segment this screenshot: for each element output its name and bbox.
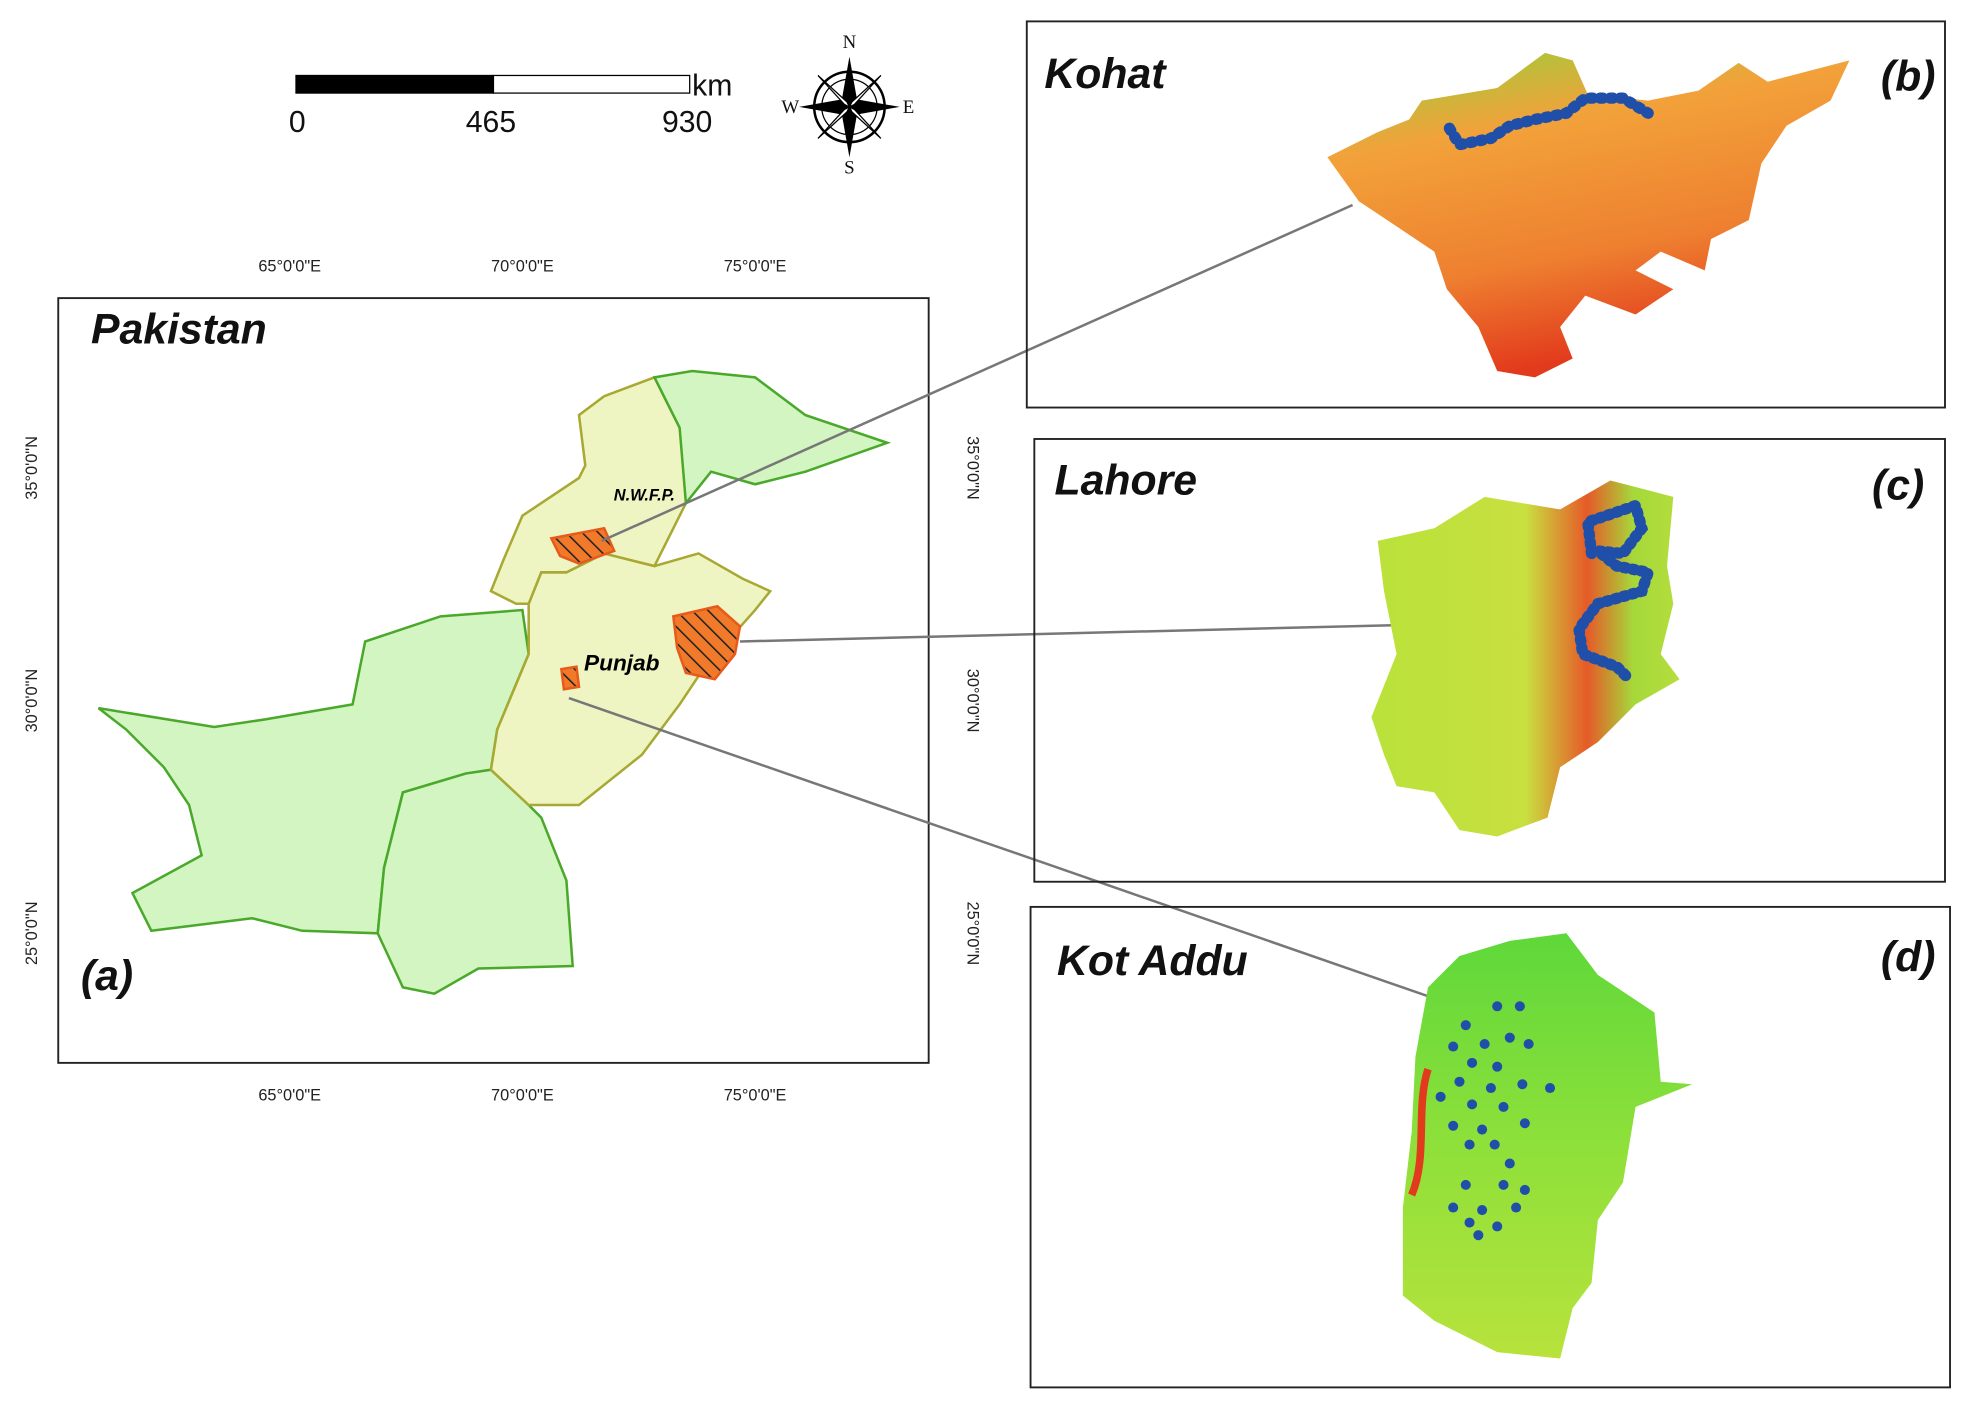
region-label: Punjab	[584, 650, 660, 675]
panel-frame	[1025, 20, 1946, 409]
y-coord-label: 25°0'0"N	[23, 901, 41, 965]
panel-frame	[1033, 438, 1946, 883]
compass-label: W	[781, 97, 799, 118]
panel-b: Kohat (b)	[1025, 20, 1946, 409]
panel-c: Lahore (c)	[1033, 438, 1946, 883]
kohat-area	[549, 526, 616, 565]
compass-label: E	[903, 97, 915, 118]
panel-label: (b)	[1881, 53, 1936, 101]
sample-points	[1435, 1001, 1556, 1241]
scale-segment	[492, 74, 691, 94]
panel-a: N.W.F.P. Punjab Pakistan (a) 65°0'0"E 70…	[23, 258, 982, 1105]
x-coord-label: 70°0'0"E	[491, 1087, 554, 1105]
x-coord-label: 65°0'0"E	[258, 258, 321, 276]
y-coord-label: 25°0'0"N	[964, 901, 982, 965]
x-coord-label: 70°0'0"E	[491, 258, 554, 276]
x-coord-label: 65°0'0"E	[258, 1087, 321, 1105]
compass-rose: N S W E	[781, 32, 914, 179]
panel-label: (a)	[81, 952, 133, 1000]
compass-label: S	[844, 158, 855, 179]
river-edge	[1408, 1067, 1432, 1197]
panel-title: Kot Addu	[1057, 937, 1248, 985]
compass-label: N	[843, 32, 857, 53]
y-coord-label: 30°0'0"N	[964, 669, 982, 733]
compass-point	[849, 99, 900, 115]
scale-bar: 0 465 930 km	[289, 70, 733, 139]
lahore-area	[671, 604, 742, 681]
y-coord-label: 35°0'0"N	[23, 436, 41, 500]
x-coord-label: 75°0'0"E	[724, 1087, 787, 1105]
raster-area	[1402, 933, 1693, 1359]
sample-points	[1443, 92, 1654, 151]
region-label: N.W.F.P.	[614, 487, 675, 505]
panel-label: (d)	[1881, 933, 1936, 981]
y-coord-label: 30°0'0"N	[23, 669, 41, 733]
panel-title: Lahore	[1054, 456, 1197, 504]
panel-frame	[57, 297, 930, 1064]
leader-line	[601, 203, 1354, 543]
province	[489, 375, 700, 606]
leader-lines	[568, 203, 1498, 998]
panel-title: Pakistan	[91, 305, 267, 353]
compass-point	[799, 99, 850, 115]
scale-label: 465	[466, 106, 516, 139]
kot-addu-area	[559, 665, 581, 691]
leader-line	[739, 621, 1498, 643]
compass-point	[848, 105, 882, 139]
compass-point	[841, 56, 857, 107]
raster-area	[1371, 480, 1680, 837]
scale-label: 930	[662, 106, 712, 139]
panel-frame	[1029, 905, 1951, 1389]
panel-d: Kot Addu (d)	[1029, 905, 1951, 1389]
scale-label: 0	[289, 106, 306, 139]
scale-segment	[295, 74, 495, 94]
panel-label: (c)	[1872, 461, 1924, 509]
panel-title: Kohat	[1044, 50, 1167, 98]
y-coord-label: 35°0'0"N	[964, 436, 982, 500]
x-coord-label: 75°0'0"E	[724, 258, 787, 276]
province	[376, 768, 575, 996]
scale-unit: km	[692, 70, 732, 103]
compass-point	[841, 106, 857, 158]
sample-points	[1573, 498, 1656, 685]
province	[652, 369, 892, 507]
leader-line	[568, 696, 1429, 998]
